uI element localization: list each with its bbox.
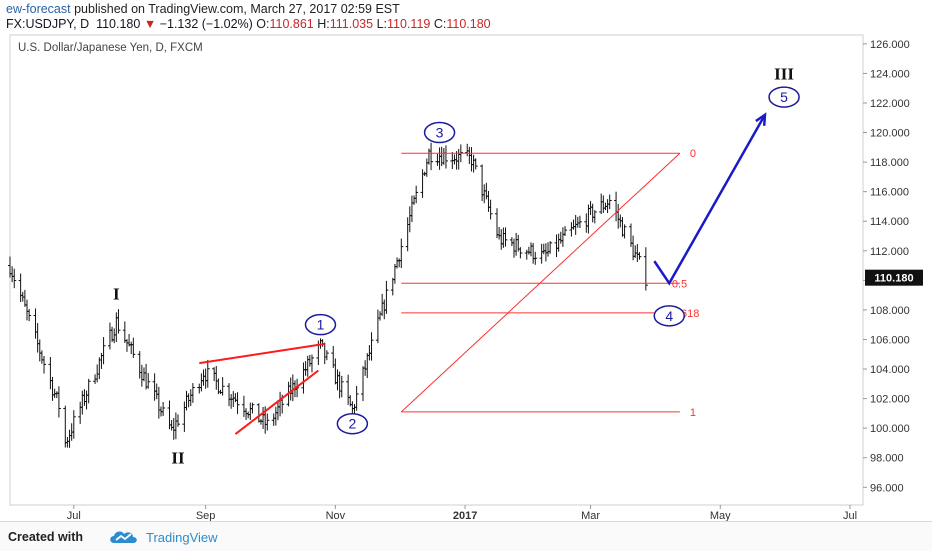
price-chart[interactable]: U.S. Dollar/Japanese Yen, D, FXCM 00.50.… [0,0,932,521]
y-tick-label: 116.000 [870,187,909,199]
x-tick-label: Sep [196,510,216,521]
wave-label-circle [653,305,685,327]
y-tick-label: 124.000 [870,68,910,80]
wave-label: 2 [348,416,356,432]
y-tick-label: 104.000 [870,364,910,376]
y-tick-label: 118.000 [870,157,909,169]
y-tick-label: 126.000 [870,39,910,51]
current-price-label: 110.180 [874,273,913,285]
y-tick-label: 120.000 [870,128,910,140]
chart-title: U.S. Dollar/Japanese Yen, D, FXCM [18,42,203,54]
wave-label: 3 [436,125,444,141]
x-tick-label: Jul [843,510,857,521]
close-label: C: [433,17,447,31]
x-tick-label: Mar [581,510,600,521]
fib-level-label: 0.5 [672,278,687,290]
fib-trend-line [400,152,681,413]
y-tick-label: 108.000 [870,305,910,317]
wave-label-circle [768,86,800,108]
x-tick-label: Nov [326,510,346,521]
author-link[interactable]: ew-forecast [6,2,71,16]
last-price: 110.180 [96,17,141,31]
open-label: O: [256,17,270,31]
current-price-tag [865,269,923,286]
low-value: 110.119 [387,17,431,31]
open-value: 110.861 [269,17,314,31]
tradingview-brand[interactable]: TradingView [146,530,218,545]
y-tick-label: 122.000 [870,98,910,110]
wave-label-circle [336,412,369,435]
x-tick-label: May [710,510,731,521]
wave-label: 5 [780,89,788,105]
created-with-text: Created with [8,530,84,544]
price-change: −1.132 (−1.02%) [159,17,253,31]
wave-label-circle [423,121,456,144]
down-arrow-icon: ▼ [143,17,157,31]
forecast-arrowhead [755,112,767,126]
y-tick-label: 114.000 [870,216,909,228]
fib-level-label: 1 [690,407,696,419]
wave-label: II [171,449,185,468]
low-label: L: [376,17,388,31]
x-tick-label: Jul [67,510,81,521]
wave-label: 4 [665,308,673,324]
forecast-path [653,114,767,286]
plot-area[interactable] [9,34,864,506]
wave-label-circle [304,313,337,336]
chart-header: ew-forecast published on TradingView.com… [6,2,926,32]
publish-line: ew-forecast published on TradingView.com… [6,2,926,17]
close-value: 110.180 [446,17,491,31]
wave-label: III [774,64,794,83]
triangle-trendline [234,369,319,435]
wave-label: 1 [317,317,325,333]
y-tick-label: 96.000 [870,482,904,494]
y-tick-label: 98.000 [870,453,904,465]
symbol-name[interactable]: FX:USDJPY, D [6,17,90,31]
y-tick-label: 106.000 [870,334,910,346]
x-tick-label: 2017 [453,510,477,521]
symbol-line: FX:USDJPY, D 110.180 ▼ −1.132 (−1.02%) O… [6,17,926,32]
high-value: 111.035 [329,17,374,31]
wave-label: I [113,285,120,304]
tradingview-cloud-icon[interactable] [108,528,140,546]
footer-bar: Created with TradingView [0,521,932,551]
y-tick-label: 102.000 [870,394,910,406]
y-tick-label: 112.000 [870,246,909,258]
triangle-trendline [199,342,325,365]
fib-level-label: 0 [690,148,696,160]
published-text: published on TradingView.com, March 27, … [74,2,400,16]
high-label: H: [317,17,330,31]
y-tick-label: 100.000 [870,423,910,435]
